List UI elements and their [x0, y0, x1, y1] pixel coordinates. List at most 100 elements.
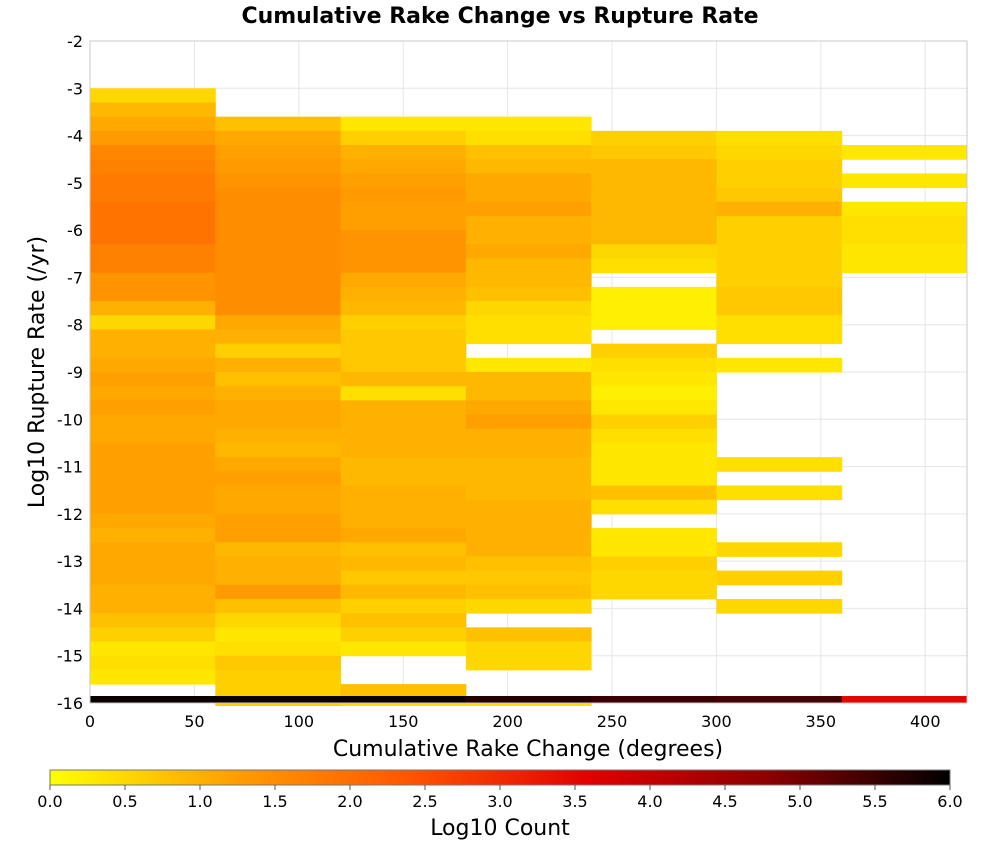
- heatmap-cell: [841, 173, 967, 189]
- plot-frame: [89, 40, 968, 704]
- heatmap-cell: [90, 556, 216, 572]
- heatmap-cell: [215, 329, 342, 345]
- heatmap-cell: [591, 442, 717, 458]
- colorbar-tick-label: 3.5: [562, 792, 587, 811]
- heatmap-cell: [340, 230, 467, 245]
- heatmap-cell: [841, 258, 967, 274]
- heatmap-cell: [465, 357, 592, 373]
- heatmap-cell: [340, 357, 467, 373]
- heatmap-cell: [90, 145, 216, 160]
- heatmap-cell: [90, 301, 216, 316]
- heatmap-cell: [591, 343, 717, 359]
- heatmap-cell: [340, 485, 467, 501]
- chart-title: Cumulative Rake Change vs Rupture Rate: [241, 4, 758, 29]
- heatmap-cell: [215, 414, 342, 430]
- heatmap-cell: [591, 471, 717, 486]
- heatmap-cell: [465, 230, 592, 245]
- y-tick-label: -16: [57, 694, 83, 713]
- heatmap-cell: [90, 343, 216, 359]
- heatmap-cell: [340, 442, 467, 458]
- heatmap-cell-bottom: [591, 696, 717, 703]
- heatmap-cell: [90, 655, 216, 671]
- heatmap-cell: [340, 315, 467, 330]
- heatmap-cell: [465, 542, 592, 557]
- x-tick-label: 300: [701, 712, 732, 731]
- heatmap-cell: [90, 584, 216, 600]
- heatmap-cell: [716, 187, 843, 203]
- heatmap-cell: [340, 130, 467, 146]
- heatmap-cell: [465, 513, 592, 529]
- heatmap-cell: [215, 598, 342, 614]
- heatmap-cell: [465, 329, 592, 345]
- heatmap-cell: [591, 159, 717, 174]
- y-tick-label: -3: [67, 79, 83, 98]
- heatmap-cell: [90, 442, 216, 458]
- colorbar-tick-label: 2.5: [412, 792, 437, 811]
- heatmap-cell: [716, 286, 843, 302]
- heatmap-cell: [340, 542, 467, 557]
- heatmap-cell: [215, 471, 342, 486]
- heatmap-cell: [215, 712, 341, 727]
- colorbar-tick-label: 1.5: [262, 792, 287, 811]
- heatmap-cell: [90, 315, 216, 330]
- heatmap-cell: [340, 598, 467, 614]
- heatmap-cell: [465, 315, 592, 330]
- heatmap-cell: [591, 301, 717, 316]
- heatmap-cell: [215, 116, 342, 132]
- heatmap-cell: [215, 457, 342, 472]
- heatmap-cell: [465, 386, 592, 401]
- heatmap-cell: [465, 173, 592, 189]
- heatmap-cell: [465, 641, 592, 657]
- heatmap-cell: [90, 215, 216, 231]
- heatmap-cell: [465, 485, 592, 501]
- heatmap-cell: [340, 499, 467, 515]
- heatmap-cell: [215, 570, 342, 586]
- heatmap-cell: [591, 315, 717, 330]
- colorbar-tick-label: 1.0: [187, 792, 212, 811]
- heatmap-cell: [716, 570, 843, 586]
- heatmap-cell: [466, 712, 592, 727]
- heatmap-cell: [465, 655, 592, 671]
- heatmap-cell: [90, 230, 216, 245]
- heatmap-cell-bottom: [841, 696, 967, 703]
- heatmap-cell: [716, 130, 843, 146]
- heatmap-cell: [340, 301, 467, 316]
- heatmap-cell: [340, 513, 467, 529]
- heatmap-cell: [591, 230, 717, 245]
- heatmap-cell: [90, 755, 216, 770]
- heatmap-cell: [215, 315, 342, 330]
- x-tick-label: 100: [284, 712, 315, 731]
- heatmap-cell: [90, 386, 216, 401]
- heatmap-cell: [591, 499, 717, 515]
- heatmap-cell: [90, 272, 216, 288]
- heatmap-cell: [465, 471, 592, 486]
- colorbar-tick-label: 5.5: [862, 792, 887, 811]
- heatmap-cell: [716, 272, 843, 288]
- heatmap-cell: [90, 513, 216, 529]
- heatmap-cell: [591, 400, 717, 416]
- heatmap-cell-bottom: [90, 696, 216, 703]
- heatmap-cell: [716, 159, 843, 174]
- x-tick-label: 150: [388, 712, 419, 731]
- heatmap-cell: [591, 485, 717, 501]
- heatmap-cell: [215, 613, 342, 628]
- heatmap-cell: [591, 570, 717, 586]
- heatmap-cell: [340, 556, 467, 572]
- heatmap-cell: [465, 598, 592, 614]
- heatmap-cell: [215, 485, 342, 501]
- heatmap-cell: [215, 145, 342, 160]
- heatmap-cell: [340, 584, 467, 600]
- heatmap-cell: [465, 130, 592, 146]
- heatmap-cell: [465, 215, 592, 231]
- heatmap-cell: [215, 641, 342, 657]
- x-tick-label: 400: [910, 712, 941, 731]
- heatmap-cell-bottom: [340, 696, 467, 703]
- heatmap-cell: [841, 230, 967, 245]
- x-tick-label: 0: [85, 712, 95, 731]
- y-tick-label: -2: [67, 32, 83, 51]
- heatmap-cell: [215, 230, 342, 245]
- heatmap-cell: [215, 286, 342, 302]
- heatmap-cell-bottom: [716, 696, 843, 703]
